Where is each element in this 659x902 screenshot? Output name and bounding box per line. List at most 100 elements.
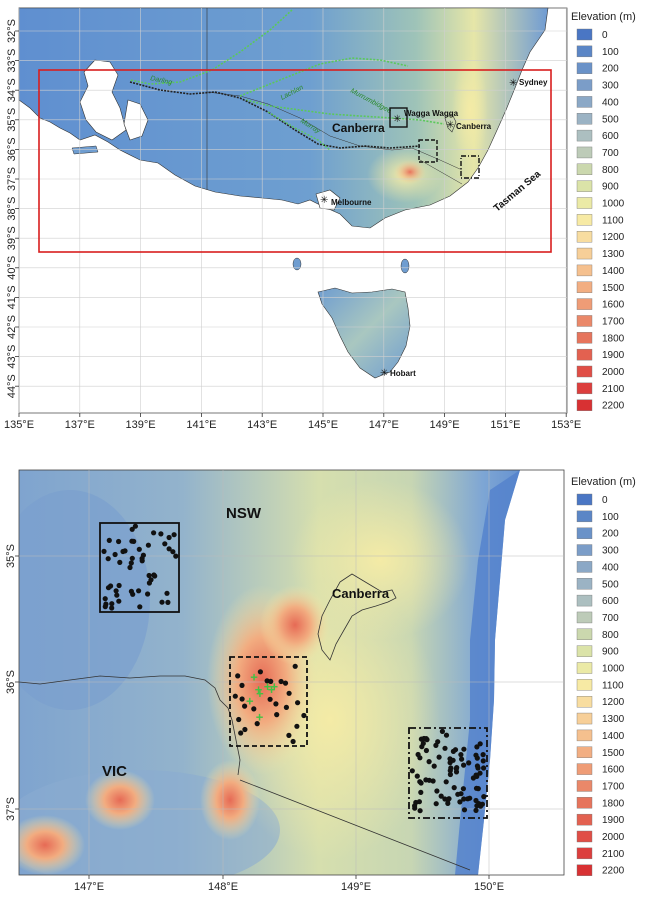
station-point [412,805,418,811]
station-point [481,794,487,800]
station-point [473,772,479,778]
legend-swatch [576,729,593,742]
top-lon-label: 137°E [65,419,95,431]
legend-label: 1600 [602,765,625,776]
station-point [443,779,449,785]
legend-label: 200 [602,64,619,75]
station-point [136,588,142,594]
station-point [283,704,289,711]
top-lat-label: 34°S [6,78,18,102]
legend-swatch [576,527,593,539]
station-point [434,788,440,794]
station-point [257,669,263,675]
station-point [166,546,172,552]
station-point [457,799,463,805]
bottom-lon-label: 148°E [208,881,238,893]
station-point [273,701,279,707]
legend-label: 500 [602,579,619,590]
legend-swatch [576,247,593,260]
place-canberra-big: Canberra [332,121,385,135]
gauge-marker: + [264,679,272,694]
top-lon-label: 149°E [430,419,460,431]
legend-label: 0 [602,30,608,41]
station-point [477,741,483,747]
legend-swatch [576,611,593,624]
legend-swatch [576,214,593,226]
legend-swatch [576,696,593,708]
top-lat-label: 44°S [6,374,18,398]
legend-swatch [576,197,593,209]
top-lat-label: 35°S [6,108,18,132]
legend-label: 1700 [602,316,625,327]
station-point [132,523,138,529]
top-legend: 0 100 200 300 400 500 600 700 800 900 1000 1100 1200… [576,28,625,412]
gauge-marker: + [250,669,258,684]
top-border-diag [419,159,463,185]
legend-swatch [576,45,593,58]
bottom-plateau-2 [290,480,470,640]
bottom-lat-label: 35°S [5,544,17,568]
legend-label: 1300 [602,714,625,725]
station-point [112,551,118,558]
legend-label: 800 [602,630,619,641]
station-point [145,591,151,597]
station-point [117,559,123,566]
station-point [170,549,176,555]
top-king-island [292,257,302,271]
legend-label: 1300 [602,249,625,260]
legend-swatch [576,847,593,860]
wagga-site-box [99,522,180,613]
legend-swatch [576,264,593,277]
legend-label: 300 [602,81,619,92]
station-point [145,542,151,548]
legend-swatch [576,561,593,573]
station-point [418,789,424,796]
legend-swatch [576,230,593,243]
legend-label: 1500 [602,283,625,294]
legend-swatch [576,662,593,674]
station-point [459,756,465,762]
station-point [426,759,432,765]
label-canberra: Canberra [332,586,390,601]
legend-label: 1400 [602,731,625,742]
station-point [465,796,471,802]
top-island [71,145,99,155]
station-point [109,605,115,611]
station-point [436,754,442,760]
legend-label: 600 [602,131,619,142]
station-point [414,773,420,779]
station-point [282,680,289,686]
station-point [461,807,468,813]
legend-label: 200 [602,529,619,540]
legend-swatch [576,365,593,378]
legend-swatch [576,382,593,395]
station-point [274,712,280,718]
top-lat-label: 33°S [6,49,18,73]
legend-label: 1500 [602,748,625,759]
station-point [478,803,484,809]
legend-label: 2000 [602,367,625,378]
top-tasmania [317,287,411,379]
place-melbourne: Melbourne [331,198,372,207]
station-point [251,706,257,712]
top-lon-label: 145°E [308,419,338,431]
legend-swatch [576,510,593,523]
legend-swatch [576,79,593,91]
station-point [480,758,486,764]
sydney-marker: ✳ [509,78,517,89]
legend-swatch [576,763,593,775]
legend-label: 400 [602,562,619,573]
river-label-darling: Darling [150,75,173,86]
station-point [146,572,152,579]
legend-swatch [576,780,593,792]
station-point [171,532,177,538]
bottom-border-diagonal [239,779,471,871]
station-point [450,748,456,755]
legend-swatch [576,578,593,590]
station-point [447,768,453,774]
station-point [105,556,111,562]
legend-label: 1600 [602,300,625,311]
top-flinders-island [400,258,410,274]
station-point [481,765,487,771]
river-murray-green [267,111,331,151]
